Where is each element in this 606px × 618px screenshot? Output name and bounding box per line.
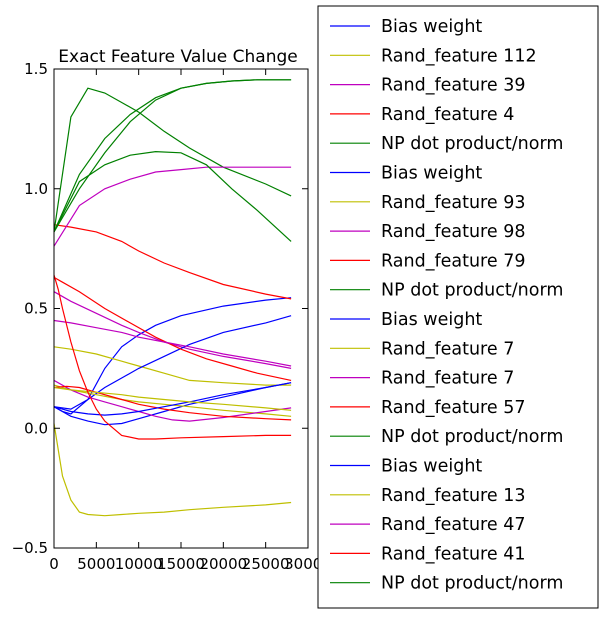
plot-frame — [53, 68, 309, 549]
legend-label: NP dot product/norm — [381, 134, 563, 154]
ticks-layer: 0 5000 1000015000200002500030000−0.50.00.5… — [12, 60, 332, 573]
y-tick-label: −0.5 — [12, 539, 48, 557]
series-line-3 — [53, 291, 292, 369]
legend-label: Rand_feature 93 — [381, 193, 525, 213]
x-tick-label: 15000 — [157, 555, 205, 573]
legend-label: Rand_feature 39 — [381, 76, 525, 96]
legend-label: Rand_feature 98 — [381, 222, 525, 242]
y-tick-label: 0.0 — [24, 419, 48, 437]
series-line-11 — [53, 382, 292, 426]
series-line-10 — [53, 150, 292, 242]
series-line-2 — [53, 346, 292, 386]
legend-label: Rand_feature 7 — [381, 369, 514, 389]
legend-label: Bias weight — [381, 310, 482, 330]
y-tick-label: 1.5 — [24, 60, 48, 78]
series-line-12 — [53, 384, 292, 417]
legend-label: NP dot product/norm — [381, 574, 563, 594]
series-line-9 — [53, 276, 292, 381]
series-line-16 — [53, 382, 292, 416]
series-line-7 — [53, 423, 292, 517]
x-tick-label: 20000 — [199, 555, 247, 573]
legend-label: Rand_feature 79 — [381, 251, 525, 271]
series-line-4 — [53, 224, 292, 300]
x-tick-label: 25000 — [242, 555, 290, 573]
series-line-6 — [53, 315, 292, 410]
legend-label: Rand_feature 112 — [381, 46, 537, 66]
legend-label: NP dot product/norm — [381, 281, 563, 301]
series-line-1 — [53, 297, 292, 415]
legend-label: Rand_feature 57 — [381, 398, 525, 418]
series-line-20 — [53, 79, 292, 233]
series-line-8 — [53, 166, 292, 247]
legend: Bias weight Rand_feature 112 Rand_feature … — [317, 5, 599, 609]
legend-label: Rand_feature 47 — [381, 515, 525, 535]
legend-label: NP dot product/norm — [381, 427, 563, 447]
legend-label: Rand_feature 41 — [381, 544, 525, 564]
legend-label: Rand_feature 4 — [381, 105, 514, 125]
series-layer — [53, 79, 292, 517]
legend-frame — [317, 5, 599, 609]
x-tick-label: 0 — [49, 555, 59, 573]
series-line-18 — [53, 319, 292, 367]
x-tick-label: 5000 — [77, 555, 115, 573]
legend-label: Bias weight — [381, 164, 482, 184]
series-line-14 — [53, 385, 292, 421]
x-tick-label: 10000 — [115, 555, 163, 573]
series-line-5 — [53, 87, 292, 232]
legend-label: Bias weight — [381, 457, 482, 477]
y-tick-label: 0.5 — [24, 300, 48, 318]
y-tick-label: 1.0 — [24, 180, 48, 198]
series-line-19 — [53, 274, 292, 440]
legend-label: Rand_feature 13 — [381, 486, 525, 506]
series-line-17 — [53, 386, 292, 411]
legend-label: Bias weight — [381, 17, 482, 37]
legend-label: Rand_feature 7 — [381, 339, 514, 359]
chart-title: Exact Feature Value Change — [58, 47, 297, 67]
